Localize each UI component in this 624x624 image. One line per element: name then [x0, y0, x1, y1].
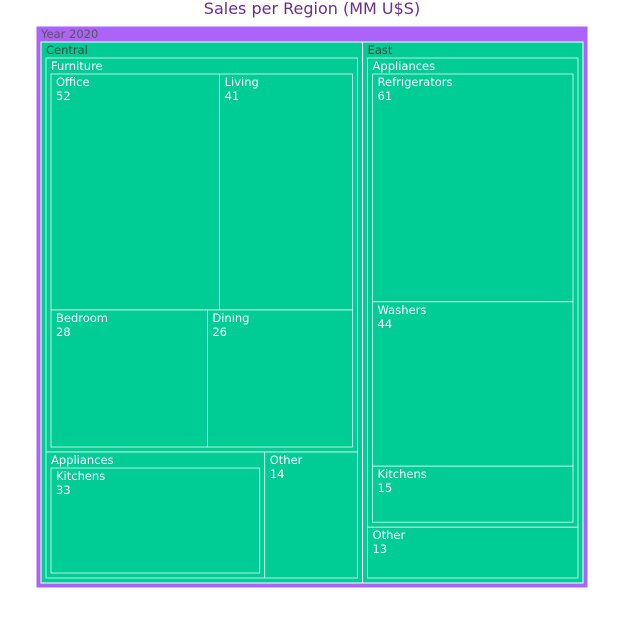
treemap-year-2020-central-furniture-bedroom-label: Bedroom [56, 311, 108, 325]
treemap-year-2020-label: Year 2020 [40, 27, 98, 41]
treemap-year-2020-east-appliances-refrigerators-label: Refrigerators [378, 75, 453, 89]
treemap-year-2020-central-label: Central [46, 43, 88, 57]
treemap-year-2020-central-furniture-bedroom-value: 28 [56, 325, 71, 339]
treemap-year-2020-central-furniture-bedroom-tile[interactable] [50, 309, 208, 448]
treemap-year-2020-central-furniture-label: Furniture [51, 59, 103, 73]
treemap-year-2020-east-appliances-washers-label: Washers [378, 303, 427, 317]
treemap-year-2020-central-furniture-office-tile[interactable] [50, 73, 220, 311]
treemap-year-2020-east-label: East [368, 43, 393, 57]
treemap-year-2020-central-appliances-label: Appliances [51, 453, 114, 467]
treemap-year-2020-central-furniture-dining-tile[interactable] [207, 309, 353, 448]
treemap-year-2020-central-furniture-office-value: 52 [56, 89, 71, 103]
treemap-year-2020-east-appliances-kitchens-value: 15 [378, 481, 393, 495]
treemap-year-2020-east-appliances-refrigerators-value: 61 [378, 89, 393, 103]
treemap-year-2020-east-appliances-kitchens-tile[interactable] [372, 465, 574, 523]
treemap-year-2020-east-other-tile[interactable] [367, 526, 579, 579]
treemap-year-2020-east-appliances-washers-tile[interactable] [372, 301, 574, 467]
treemap-year-2020-central-furniture-living-label: Living [225, 75, 259, 89]
treemap-year-2020-central-furniture-dining-label: Dining [212, 311, 249, 325]
treemap-year-2020-central-other-label: Other [270, 453, 303, 467]
treemap-year-2020-central-appliances-kitchens-label: Kitchens [56, 469, 105, 483]
treemap-year-2020-east-other-value: 13 [373, 542, 388, 556]
treemap-year-2020-east-other-label: Other [373, 528, 406, 542]
chart-title: Sales per Region (MM U$S) [203, 0, 421, 18]
treemap-year-2020-central-furniture-dining-value: 26 [212, 325, 227, 339]
treemap-year-2020-east-appliances-washers-value: 44 [378, 317, 393, 331]
treemap-year-2020-central-furniture-living-tile[interactable] [219, 73, 353, 311]
treemap-year-2020-east-appliances-kitchens-label: Kitchens [378, 467, 427, 481]
treemap-year-2020-central-appliances-kitchens-value: 33 [56, 483, 71, 497]
treemap-year-2020-central-other-value: 14 [270, 467, 285, 481]
treemap-year-2020-east-appliances-refrigerators-tile[interactable] [372, 73, 574, 303]
treemap-year-2020-central-appliances-kitchens-tile[interactable] [50, 467, 261, 574]
treemap-year-2020-central-other-tile[interactable] [264, 451, 358, 579]
treemap-year-2020-central-furniture-living-value: 41 [225, 89, 240, 103]
treemap-year-2020-east-appliances-label: Appliances [373, 59, 436, 73]
treemap-year-2020-central-furniture-office-label: Office [56, 75, 90, 89]
